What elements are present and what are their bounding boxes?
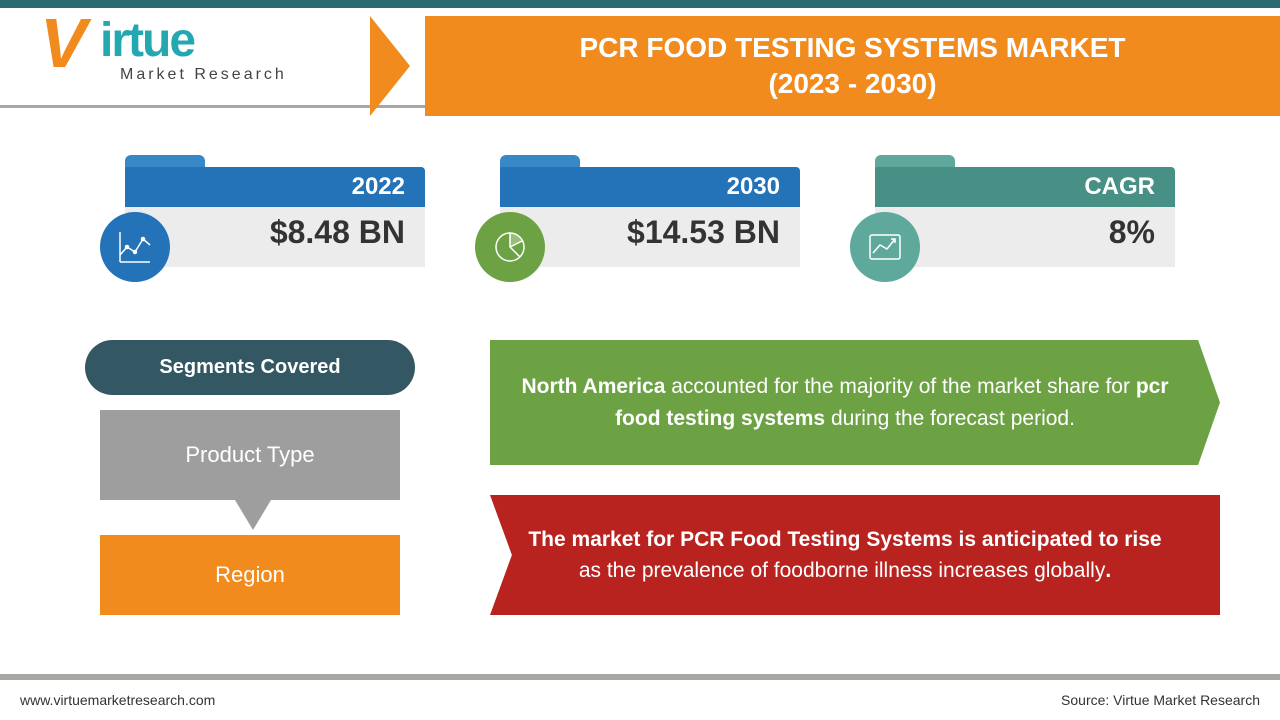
callout-bold: . xyxy=(1105,559,1111,582)
callout-green: North America accounted for the majority… xyxy=(490,340,1220,465)
stat-tab: 2030 xyxy=(500,155,800,197)
stat-tab: 2022 xyxy=(125,155,425,197)
title-line2: (2023 - 2030) xyxy=(768,66,936,102)
stat-value: $8.48 BN xyxy=(125,197,425,267)
callout-red: The market for PCR Food Testing Systems … xyxy=(490,495,1220,615)
segments-header: Segments Covered xyxy=(85,340,415,395)
callout-bold: North America xyxy=(521,375,665,398)
chevron-icon xyxy=(370,16,410,116)
logo-main-text: irtue xyxy=(100,13,194,68)
stat-label: CAGR xyxy=(875,167,1175,207)
logo: V irtue Market Research xyxy=(40,8,340,98)
pie-chart-icon xyxy=(475,212,545,282)
footer-source: Source: Virtue Market Research xyxy=(1061,692,1260,708)
title-line1: PCR FOOD TESTING SYSTEMS MARKET xyxy=(579,30,1125,66)
callout-text: during the forecast period. xyxy=(825,407,1075,430)
stat-card-cagr: CAGR 8% xyxy=(875,155,1175,267)
header: V irtue Market Research PCR FOOD TESTING… xyxy=(0,8,1280,108)
growth-chart-icon xyxy=(850,212,920,282)
stat-value: 8% xyxy=(875,197,1175,267)
line-chart-icon xyxy=(100,212,170,282)
stat-value: $14.53 BN xyxy=(500,197,800,267)
top-border xyxy=(0,0,1280,8)
callout-text: as the prevalence of foodborne illness i… xyxy=(579,559,1106,582)
bottom-border xyxy=(0,674,1280,680)
stat-card-2022: 2022 $8.48 BN xyxy=(125,155,425,267)
logo-sub-text: Market Research xyxy=(120,66,287,84)
stat-label: 2022 xyxy=(125,167,425,207)
stat-tab: CAGR xyxy=(875,155,1175,197)
segment-region: Region xyxy=(100,535,400,615)
footer-url: www.virtuemarketresearch.com xyxy=(20,692,215,708)
stat-label: 2030 xyxy=(500,167,800,207)
title-band: PCR FOOD TESTING SYSTEMS MARKET (2023 - … xyxy=(425,16,1280,116)
callout-text: accounted for the majority of the market… xyxy=(665,375,1135,398)
stat-card-2030: 2030 $14.53 BN xyxy=(500,155,800,267)
logo-letter: V xyxy=(40,8,87,78)
callout-bold: The market for PCR Food Testing Systems … xyxy=(528,528,1161,551)
down-arrow-icon xyxy=(235,500,271,530)
